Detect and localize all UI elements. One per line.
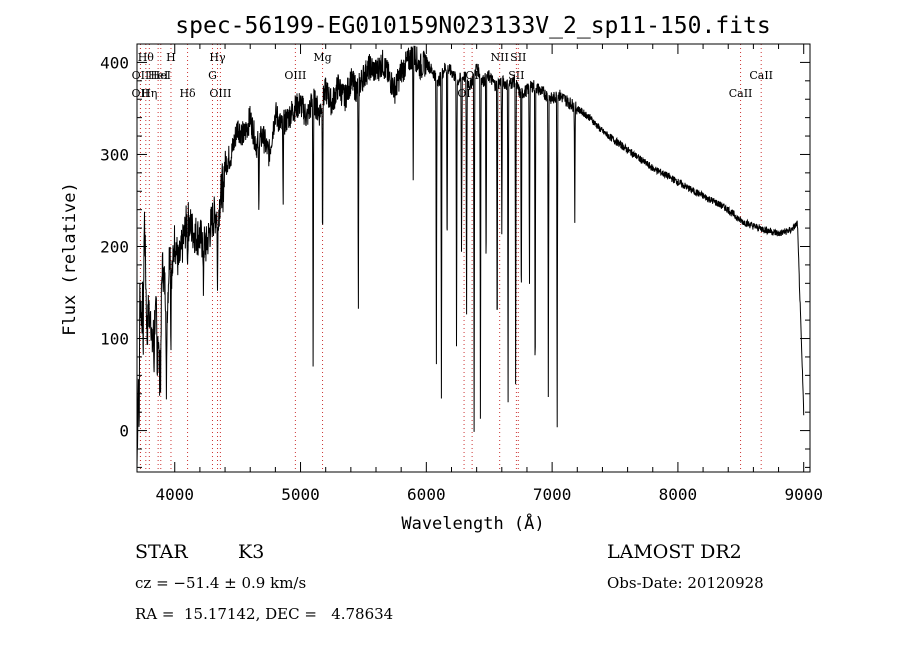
x-tick-label-0: 4000 xyxy=(155,485,194,504)
survey-name: LAMOST DR2 xyxy=(607,541,742,563)
y-tick-label-4: 400 xyxy=(100,53,129,72)
redshift-cz: cz = −51.4 ± 0.9 km/s xyxy=(135,574,307,592)
y-tick-label-0: 0 xyxy=(119,422,129,441)
line-marker-label-18: CaII xyxy=(729,87,753,100)
line-marker-label-12: Mg xyxy=(313,51,331,64)
line-marker-label-17: SII xyxy=(510,51,526,64)
line-marker-label-13: OI xyxy=(457,87,470,100)
object-subclass: K3 xyxy=(238,541,265,563)
x-axis-label: Wavelength (Å) xyxy=(401,512,544,534)
chart-title: spec-56199-EG010159N023133V_2_sp11-150.f… xyxy=(175,13,770,39)
line-marker-label-3: Hη xyxy=(141,87,157,100)
y-tick-label-1: 100 xyxy=(100,330,129,349)
line-marker-label-6: H xyxy=(166,51,176,64)
x-tick-label-1: 5000 xyxy=(281,485,320,504)
line-marker-label-10: OIII xyxy=(209,87,231,100)
x-tick-label-3: 7000 xyxy=(533,485,572,504)
line-markers: OIIOIIHθHηHeIHeIHHδGHγOIIIOIIIMgOIOINIIS… xyxy=(132,44,773,472)
plot-frame xyxy=(136,43,811,473)
object-class: STAR xyxy=(135,541,188,563)
ra-dec: RA = 15.17142, DEC = 4.78634 xyxy=(135,605,394,623)
observation-date: Obs-Date: 20120928 xyxy=(607,574,764,592)
y-axis-label: Flux (relative) xyxy=(60,182,80,336)
line-marker-label-8: G xyxy=(208,69,217,82)
y-tick-label-2: 200 xyxy=(100,237,129,256)
y-tick-label-3: 300 xyxy=(100,145,129,164)
axes: 4000 5000 6000 7000 8000 9000 0 100 200 300 400 xyxy=(100,43,823,504)
line-marker-label-5: HeI xyxy=(151,69,171,82)
line-marker-label-2: Hθ xyxy=(138,51,155,64)
spectrum-line xyxy=(136,45,805,468)
x-tick-label-2: 6000 xyxy=(407,485,446,504)
x-tick-label-5: 9000 xyxy=(784,485,823,504)
line-marker-label-19: CaII xyxy=(749,69,773,82)
line-marker-label-15: NII xyxy=(491,51,509,64)
line-marker-label-7: Hδ xyxy=(179,87,196,100)
line-marker-label-4: HeI xyxy=(148,69,168,82)
line-marker-label-9: Hγ xyxy=(209,51,226,64)
line-marker-label-11: OIII xyxy=(284,69,306,82)
x-tick-label-4: 8000 xyxy=(659,485,698,504)
line-marker-label-0: OII xyxy=(132,87,150,100)
line-marker-label-1: OII xyxy=(132,69,150,82)
